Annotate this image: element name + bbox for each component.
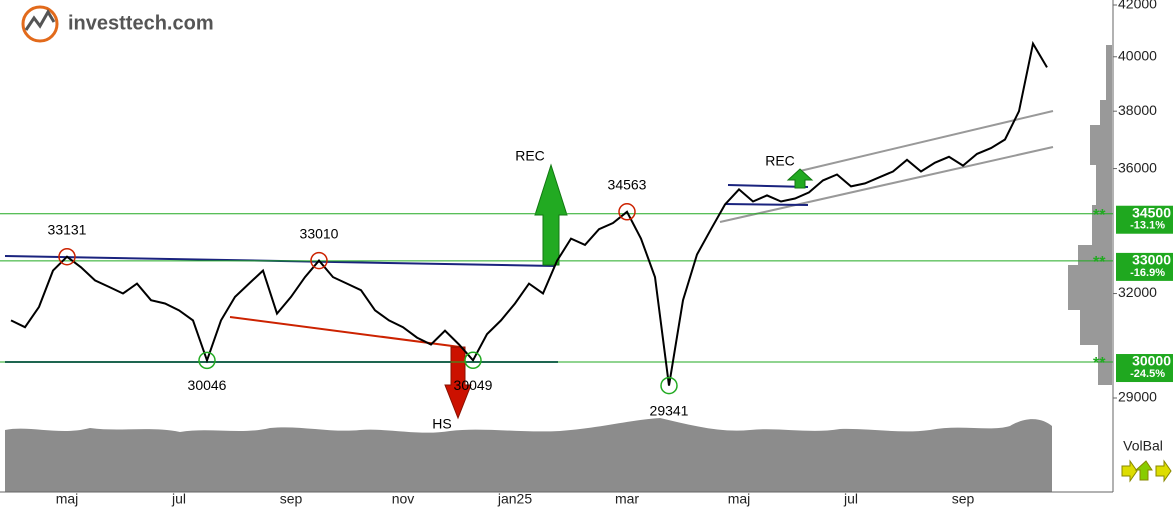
y-tick-label: 42000 [1118,0,1157,12]
x-tick-label: nov [392,491,415,507]
bottom-marker [198,351,216,370]
point-label: 33131 [48,221,87,237]
signal-label: HS [432,416,451,432]
buy-arrow-small [786,168,814,189]
level-marker: ** [1093,355,1106,372]
buy-arrow [534,163,568,266]
y-tick-label: 40000 [1118,47,1157,63]
level-change: -16.9% [1130,267,1165,279]
y-tick-label: 36000 [1118,159,1157,175]
point-label: 29341 [650,402,689,418]
level-value: 34500 [1132,204,1171,220]
price-line [10,40,1048,386]
signal-label: REC [765,153,795,169]
x-tick-label: jul [171,491,186,507]
price-histogram [1068,45,1112,385]
x-tick-label: maj [56,491,79,507]
x-tick-label: mar [615,491,639,507]
indicator-label: VolBal [1123,438,1163,454]
sell-arrow [444,346,472,420]
x-tick-label: jan25 [497,491,532,507]
level-marker: ** [1093,207,1106,224]
x-tick-label: sep [280,491,303,507]
point-label: 34563 [608,176,647,192]
y-tick-label: 32000 [1118,284,1157,300]
y-tick-label: 38000 [1118,102,1157,118]
x-tick-label: maj [728,491,751,507]
level-marker: ** [1093,254,1106,271]
bottom-marker [464,351,482,370]
level-box [1116,354,1173,383]
y-tick-label: 29000 [1118,389,1157,405]
level-change: -13.1% [1130,220,1165,232]
volume-area [5,418,1052,492]
top-marker [310,251,328,270]
point-label: 30046 [188,377,227,393]
logo: investtech.com [21,5,214,43]
top-marker [618,203,636,221]
point-label: 33010 [300,225,339,241]
logo-text: investtech.com [68,12,214,34]
signal-label: REC [515,148,545,164]
bottom-marker [660,376,678,395]
level-box [1116,205,1173,234]
level-value: 30000 [1132,353,1171,369]
x-tick-label: sep [952,491,975,507]
x-tick-label: jul [843,491,858,507]
point-label: 30049 [454,377,493,393]
level-box [1116,252,1173,281]
level-value: 33000 [1132,252,1171,268]
level-change: -24.5% [1130,368,1165,380]
top-marker [58,247,76,266]
indicator-arrows [1121,459,1172,483]
